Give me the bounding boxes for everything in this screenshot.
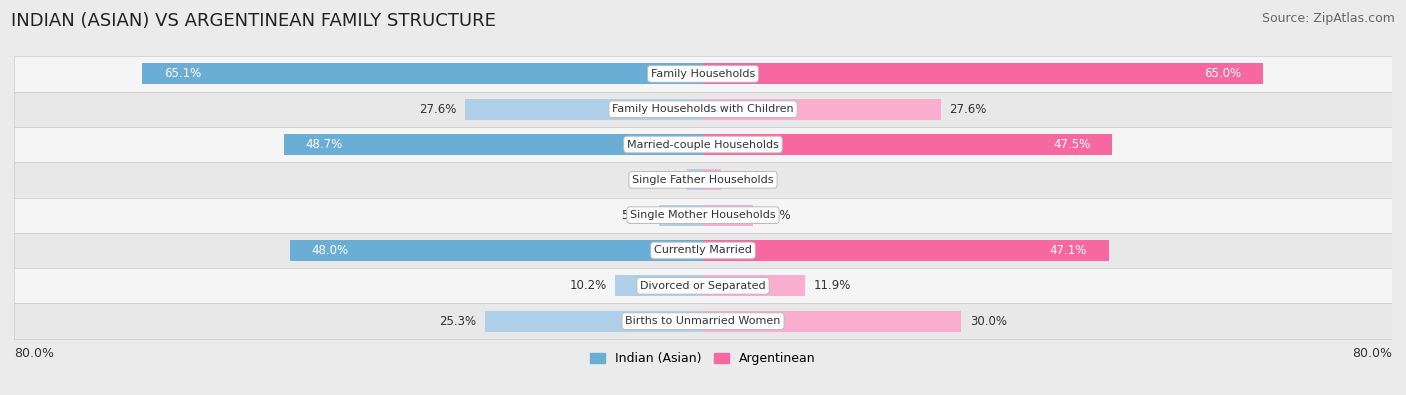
Bar <box>686 169 703 190</box>
Bar <box>14 233 1392 268</box>
Text: Divorced or Separated: Divorced or Separated <box>640 281 766 291</box>
Text: Currently Married: Currently Married <box>654 245 752 256</box>
Text: 48.7%: 48.7% <box>305 138 343 151</box>
Text: 5.8%: 5.8% <box>762 209 792 222</box>
Bar <box>703 310 962 332</box>
Text: INDIAN (ASIAN) VS ARGENTINEAN FAMILY STRUCTURE: INDIAN (ASIAN) VS ARGENTINEAN FAMILY STR… <box>11 12 496 30</box>
Text: 2.1%: 2.1% <box>730 173 759 186</box>
Text: Source: ZipAtlas.com: Source: ZipAtlas.com <box>1261 12 1395 25</box>
Text: 80.0%: 80.0% <box>14 346 53 359</box>
Bar <box>14 56 1392 92</box>
Text: Births to Unmarried Women: Births to Unmarried Women <box>626 316 780 326</box>
Text: 30.0%: 30.0% <box>970 314 1007 327</box>
Bar <box>703 99 941 120</box>
Bar <box>703 275 806 296</box>
Text: 27.6%: 27.6% <box>949 103 987 116</box>
Text: 25.3%: 25.3% <box>440 314 477 327</box>
Text: Family Households with Children: Family Households with Children <box>612 104 794 114</box>
Text: 27.6%: 27.6% <box>419 103 457 116</box>
Text: 65.1%: 65.1% <box>165 68 201 81</box>
Bar <box>14 127 1392 162</box>
Text: 47.1%: 47.1% <box>1050 244 1087 257</box>
Text: 47.5%: 47.5% <box>1053 138 1091 151</box>
Text: Family Households: Family Households <box>651 69 755 79</box>
Bar <box>14 268 1392 303</box>
Text: 80.0%: 80.0% <box>1353 346 1392 359</box>
Text: 1.9%: 1.9% <box>648 173 678 186</box>
Text: 48.0%: 48.0% <box>311 244 349 257</box>
Bar <box>703 63 1263 85</box>
Text: Single Father Households: Single Father Households <box>633 175 773 185</box>
Bar <box>14 92 1392 127</box>
Bar <box>703 134 1112 155</box>
Bar <box>14 198 1392 233</box>
Bar <box>14 162 1392 198</box>
Bar <box>290 240 703 261</box>
Bar <box>703 240 1108 261</box>
Bar <box>703 205 754 226</box>
Text: Married-couple Households: Married-couple Households <box>627 139 779 150</box>
Bar <box>142 63 703 85</box>
Bar <box>14 303 1392 339</box>
Legend: Indian (Asian), Argentinean: Indian (Asian), Argentinean <box>591 352 815 365</box>
Text: 5.1%: 5.1% <box>620 209 651 222</box>
Bar <box>616 275 703 296</box>
Bar <box>485 310 703 332</box>
Bar <box>465 99 703 120</box>
Text: 11.9%: 11.9% <box>814 279 852 292</box>
Bar <box>659 205 703 226</box>
Text: Single Mother Households: Single Mother Households <box>630 210 776 220</box>
Bar <box>284 134 703 155</box>
Text: 65.0%: 65.0% <box>1204 68 1241 81</box>
Bar <box>703 169 721 190</box>
Text: 10.2%: 10.2% <box>569 279 606 292</box>
